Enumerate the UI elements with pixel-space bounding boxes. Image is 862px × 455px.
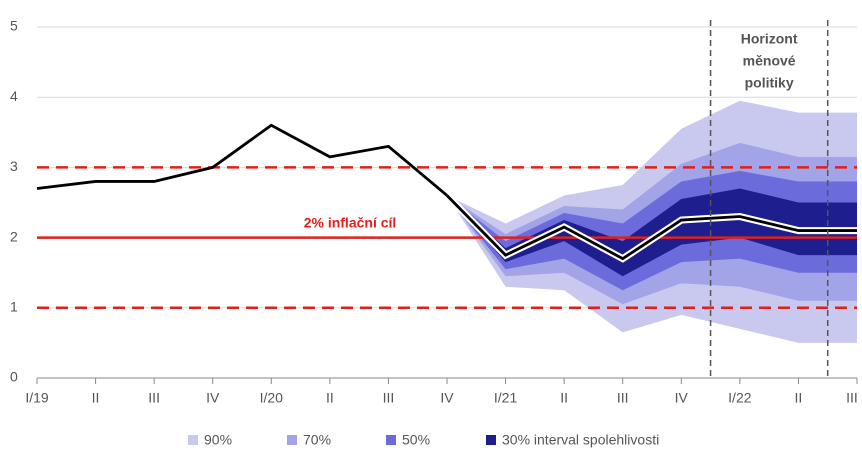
y-tick-label: 0 — [10, 369, 18, 385]
confidence-band — [447, 188, 857, 277]
x-tick-label: III — [846, 390, 858, 406]
horizon-label: Horizont — [741, 31, 798, 47]
x-tick-label: II — [795, 390, 803, 406]
x-tick-label: III — [383, 390, 395, 406]
x-tick-label: II — [326, 390, 334, 406]
legend-label: 50% — [402, 432, 430, 448]
legend-label: 30% interval spolehlivosti — [502, 432, 659, 448]
x-tick-label: II — [560, 390, 568, 406]
legend-swatch — [188, 435, 198, 445]
y-tick-label: 3 — [10, 158, 18, 174]
x-tick-label: IV — [440, 390, 454, 406]
line — [36, 123, 448, 197]
x-tick-label: I/19 — [25, 390, 49, 406]
legend-swatch — [287, 435, 297, 445]
x-tick-label: III — [617, 390, 629, 406]
x-tick-label: I/20 — [260, 390, 284, 406]
x-tick-label: II — [92, 390, 100, 406]
legend-label: 70% — [303, 432, 331, 448]
line — [446, 194, 857, 261]
x-tick-label: I/21 — [494, 390, 518, 406]
y-tick-label: 5 — [10, 18, 18, 34]
x-tick-label: III — [148, 390, 160, 406]
x-tick-label: IV — [206, 390, 220, 406]
horizon-label: měnové — [743, 53, 796, 69]
horizon-label: politiky — [745, 75, 794, 91]
x-tick-label: IV — [675, 390, 689, 406]
y-tick-label: 4 — [10, 88, 18, 104]
legend-swatch — [486, 435, 496, 445]
x-tick-label: I/22 — [728, 390, 752, 406]
y-tick-label: 1 — [10, 299, 18, 315]
reference-label: 2% inflační cíl — [304, 214, 397, 230]
legend-swatch — [386, 435, 396, 445]
legend-label: 90% — [204, 432, 232, 448]
y-tick-label: 2 — [10, 228, 18, 244]
